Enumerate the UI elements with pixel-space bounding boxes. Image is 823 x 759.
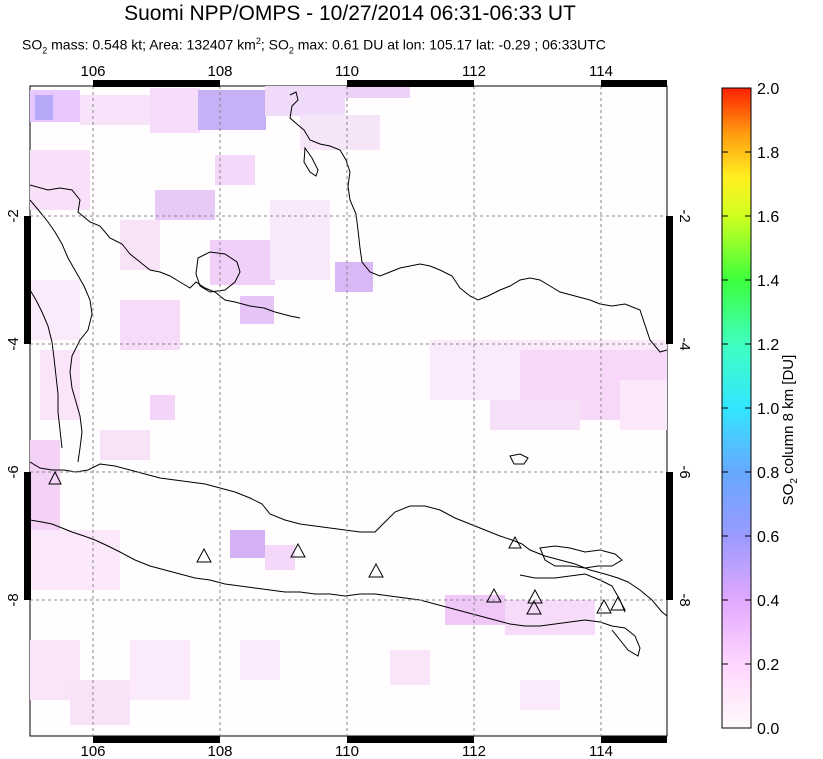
map-title: Suomi NPP/OMPS - 10/27/2014 06:31-06:33 … [124,2,576,25]
lon-labels-top: 106 108 110 112 114 [80,63,612,80]
colorbar-tick: 1.6 [757,209,779,226]
map-border-bars [24,80,673,743]
colorbar-tick: 1.0 [757,401,779,418]
lon-tick: 112 [462,743,486,759]
volcano-icon [526,599,542,615]
lat-tick: -6 [676,465,693,478]
lon-tick: 106 [80,63,105,80]
lat-labels-left: -2 -4 -6 -8 [5,209,22,606]
volcano-icon [486,587,502,603]
colorbar-tick: 0.2 [757,657,779,674]
colorbar-tick: 2.0 [757,81,779,98]
lon-tick: 110 [335,743,359,759]
volcano-icon [596,598,612,614]
volcano-icon [196,547,212,563]
colorbar-tick: 1.4 [757,273,779,290]
so2-max-text: max: 0.61 DU at lon: 105.17 lat: -0.29 ;… [293,36,606,53]
colorbar-label-prefix: SO [780,483,797,506]
lon-tick: 114 [589,63,613,80]
lon-tick: 114 [589,743,613,759]
lat-tick: -8 [676,593,693,606]
map-panel [24,80,673,743]
lon-tick: 108 [207,743,232,759]
so2-max-prefix: ; SO [260,36,289,53]
graticule [30,86,667,736]
lat-tick: -4 [5,337,22,350]
colorbar-tick: 0.8 [757,465,779,482]
lon-tick: 108 [207,63,232,80]
colorbar-label: SO2 column 8 km [DU] [780,354,800,506]
lat-tick: -2 [676,209,693,222]
so2-mass-text: mass: 0.548 kt; Area: 132407 km [47,36,256,53]
lat-tick: -4 [676,337,693,350]
volcano-icon [290,542,306,558]
map-subtitle: SO2 mass: 0.548 kt; Area: 132407 km2; SO… [22,36,606,56]
lat-labels-right: -2 -4 -6 -8 [676,209,693,606]
colorbar: 2.0 1.8 1.6 1.4 1.2 1.0 0.8 0.6 0.4 0.2 … [721,81,779,738]
colorbar-label-suffix: column 8 km [DU] [780,354,797,479]
lon-tick: 106 [80,743,105,759]
volcano-icon [368,562,384,578]
lat-tick: -6 [5,465,22,478]
colorbar-tick: 0.6 [757,529,779,546]
lat-tick: -2 [5,209,22,222]
colorbar-tick: 1.2 [757,337,779,354]
lon-tick: 110 [335,63,359,80]
colorbar-tick: 0.4 [757,593,779,610]
colorbar-tick: 1.8 [757,145,779,162]
colorbar-tick: 0.0 [757,721,779,738]
volcano-icon [48,470,62,485]
coastlines [30,91,667,657]
lon-tick: 112 [462,63,486,80]
volcano-markers [48,470,626,615]
volcano-icon [610,595,626,611]
so2-label: SO [22,36,43,53]
volcano-icon [508,535,522,549]
lon-labels-bottom: 106 108 110 112 114 [80,743,612,759]
lat-tick: -8 [5,593,22,606]
